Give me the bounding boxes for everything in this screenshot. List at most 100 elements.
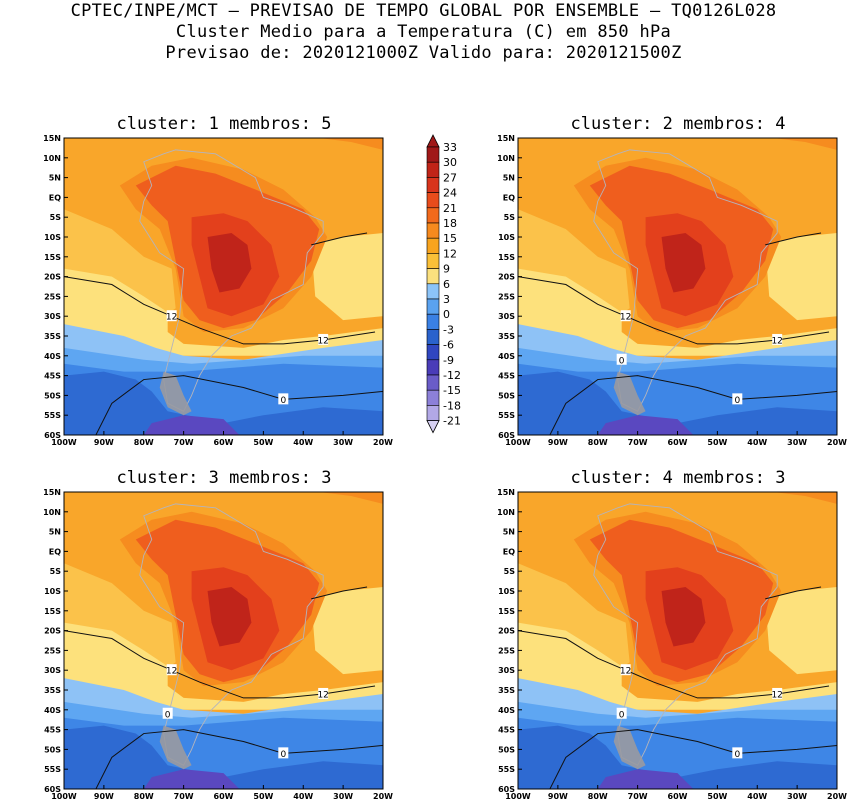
colorbar-label: -9	[443, 354, 454, 367]
contour-12-east	[765, 586, 822, 600]
colorbar-swatch	[426, 344, 440, 361]
lat-tick-label: 45S	[498, 726, 515, 735]
colorbar-label: 0	[443, 308, 450, 321]
temperature-band	[311, 587, 383, 675]
lat-tick-label: 5N	[503, 174, 515, 183]
lat-tick-label: 15N	[497, 488, 515, 497]
lon-tick-label: 60W	[668, 438, 688, 447]
lon-tick-label: 90W	[548, 438, 568, 447]
lat-tick-label: 5S	[504, 213, 516, 222]
temperature-band	[143, 415, 240, 435]
temperature-band	[518, 622, 837, 710]
colorbar-swatch	[426, 329, 440, 345]
contour-label-bg	[620, 310, 631, 322]
lon-tick-label: 100W	[51, 438, 77, 447]
colorbar-swatch	[426, 374, 440, 391]
lat-tick-label: 40S	[44, 706, 61, 715]
colorbar-label: 24	[443, 187, 457, 200]
lat-tick-label: 60S	[44, 431, 61, 440]
lon-tick-label: 80W	[134, 792, 154, 801]
lat-tick-label: 15S	[498, 607, 515, 616]
temperature-band	[319, 138, 383, 150]
lon-tick-label: 20W	[373, 438, 393, 447]
lat-tick-label: 50S	[44, 745, 61, 754]
contour-12	[518, 276, 830, 345]
contour-label-bg	[318, 687, 329, 699]
lat-tick-label: 50S	[498, 391, 515, 400]
lat-tick-label: 15N	[43, 488, 61, 497]
temperature-band	[597, 415, 694, 435]
contour-label-bg	[278, 747, 289, 759]
subtitle-dates: Previsao de: 2020121000Z Valido para: 20…	[165, 43, 682, 63]
coastline	[139, 149, 324, 412]
colorbar-label: -21	[443, 415, 461, 428]
contour-label: 12	[620, 313, 631, 323]
map-panel-2: 12 12 0 0 15N 10N 5N EQ 5S 10S 15S 20S 25S 30S 35S 40S 4…	[497, 134, 847, 447]
lat-tick-label: 50S	[498, 745, 515, 754]
contour-12-east	[765, 232, 822, 246]
contour-label: 12	[771, 336, 782, 346]
colorbar-swatch	[426, 192, 440, 209]
lat-tick-label: 30S	[498, 666, 515, 675]
colorbar-label: 15	[443, 232, 457, 245]
map-panel-1: 12 12 0 15N 10N 5N EQ 5S 10S 15S 20S 25S 30S 35S 40S 45…	[43, 134, 393, 447]
lon-tick-label: 50W	[253, 792, 273, 801]
lon-tick-label: 30W	[787, 438, 807, 447]
contour-label-bg	[616, 353, 627, 365]
lat-tick-label: 10N	[497, 508, 515, 517]
lon-tick-label: 80W	[588, 438, 608, 447]
lat-tick-label: 25S	[44, 292, 61, 301]
contour-0	[549, 729, 837, 789]
lon-tick-label: 50W	[707, 438, 727, 447]
temperature-band	[64, 371, 383, 435]
lat-tick-label: 55S	[44, 411, 61, 420]
colorbar-label: 33	[443, 141, 457, 154]
lat-tick-label: 60S	[44, 785, 61, 794]
colorbar-label: -3	[443, 323, 454, 336]
temperature-band	[518, 371, 837, 435]
lat-tick-label: 25S	[44, 646, 61, 655]
lat-tick-label: 15N	[43, 134, 61, 143]
colorbar-swatch	[426, 268, 440, 285]
contour-0	[549, 375, 837, 435]
colorbar-swatch	[426, 146, 440, 163]
contour-label: 0	[619, 710, 625, 720]
colorbar-label: -15	[443, 384, 461, 397]
map-panel-3: 12 12 0 0 15N 10N 5N EQ 5S 10S 15S 20S 25S 30S 35S 40S 4…	[43, 488, 393, 801]
contour-label: 0	[734, 396, 740, 406]
lat-tick-label: 60S	[498, 785, 515, 794]
lon-tick-label: 90W	[94, 792, 114, 801]
colorbar-swatch	[426, 253, 440, 269]
lat-tick-label: 10S	[498, 233, 515, 242]
lat-tick-label: EQ	[49, 547, 61, 556]
lon-tick-label: 80W	[134, 438, 154, 447]
colorbar-swatch	[426, 405, 440, 421]
lat-tick-label: 35S	[44, 686, 61, 695]
colorbar-swatch	[426, 161, 440, 178]
lon-tick-label: 20W	[373, 792, 393, 801]
temperature-band	[207, 233, 252, 293]
lat-tick-label: 25S	[498, 646, 515, 655]
lat-tick-label: 35S	[498, 686, 515, 695]
contour-12	[518, 630, 830, 699]
lat-tick-label: 5N	[503, 528, 515, 537]
contour-label: 0	[734, 750, 740, 760]
lon-tick-label: 40W	[293, 792, 313, 801]
lat-tick-label: 10S	[498, 587, 515, 596]
temperature-band	[143, 769, 240, 789]
colorbar-swatch	[426, 207, 440, 224]
lon-tick-label: 80W	[588, 792, 608, 801]
contour-label-bg	[772, 687, 783, 699]
temperature-band	[518, 725, 837, 789]
temperature-band	[661, 587, 706, 647]
temperature-band	[64, 268, 383, 356]
contour-label: 0	[619, 356, 625, 366]
contour-label-bg	[772, 333, 783, 345]
lat-tick-label: 10N	[43, 154, 61, 163]
lat-tick-label: 55S	[498, 411, 515, 420]
lat-tick-label: 55S	[498, 765, 515, 774]
subtitle-variable: Cluster Medio para a Temperatura (C) em …	[175, 22, 672, 42]
lat-tick-label: 35S	[44, 332, 61, 341]
